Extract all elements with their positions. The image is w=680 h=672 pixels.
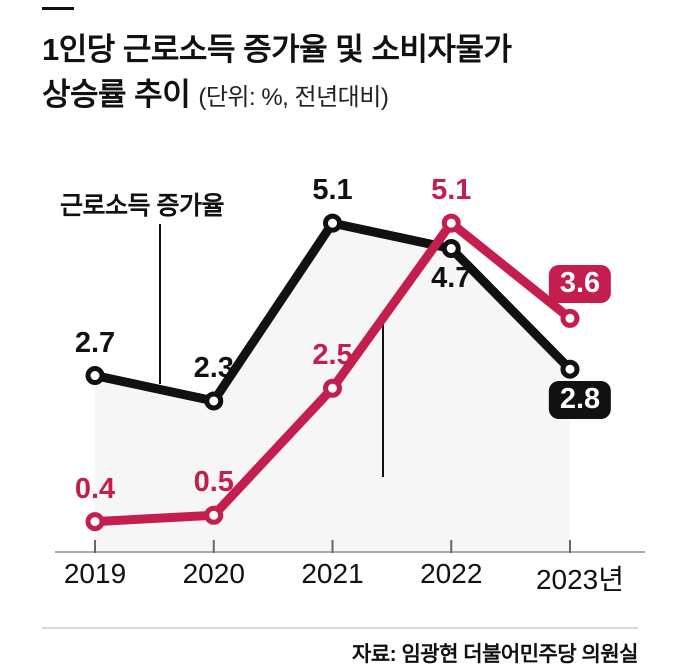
x-axis-labels: 2019 2020 2021 2022 2023년 bbox=[0, 558, 680, 598]
chart-title: 1인당 근로소득 증가율 및 소비자물가 상승률 추이 (단위: %, 전년대비… bbox=[42, 28, 512, 118]
source-credit: 자료: 임광현 더불어민주당 의원실 bbox=[352, 643, 638, 666]
data-point-marker bbox=[204, 391, 224, 411]
unit-label: (단위: %, 전년대비) bbox=[198, 83, 389, 111]
x-axis-label: 2023년 bbox=[535, 564, 625, 595]
data-point-marker bbox=[441, 213, 461, 233]
data-point-marker bbox=[560, 359, 580, 379]
x-axis-label: 2022 bbox=[420, 558, 483, 589]
data-point-marker bbox=[323, 213, 342, 233]
chart-title-line1: 1인당 근로소득 증가율 및 소비자물가 bbox=[42, 32, 512, 67]
data-point-marker bbox=[441, 239, 461, 259]
data-point-marker bbox=[560, 308, 580, 328]
data-point-marker bbox=[323, 378, 342, 398]
x-axis-label: 2021 bbox=[301, 558, 364, 589]
data-point-marker bbox=[85, 366, 105, 386]
x-axis-label: 2019 bbox=[63, 558, 127, 589]
legend-income-growth: 근로소득 증가율 bbox=[60, 192, 224, 220]
chart-title-line2: 상승률 추이 bbox=[42, 76, 191, 112]
x-axis-label: 2020 bbox=[182, 558, 245, 589]
footer-divider bbox=[42, 627, 638, 629]
data-point-marker bbox=[204, 505, 224, 525]
data-point-marker bbox=[85, 512, 105, 532]
top-accent-line bbox=[42, 7, 74, 10]
